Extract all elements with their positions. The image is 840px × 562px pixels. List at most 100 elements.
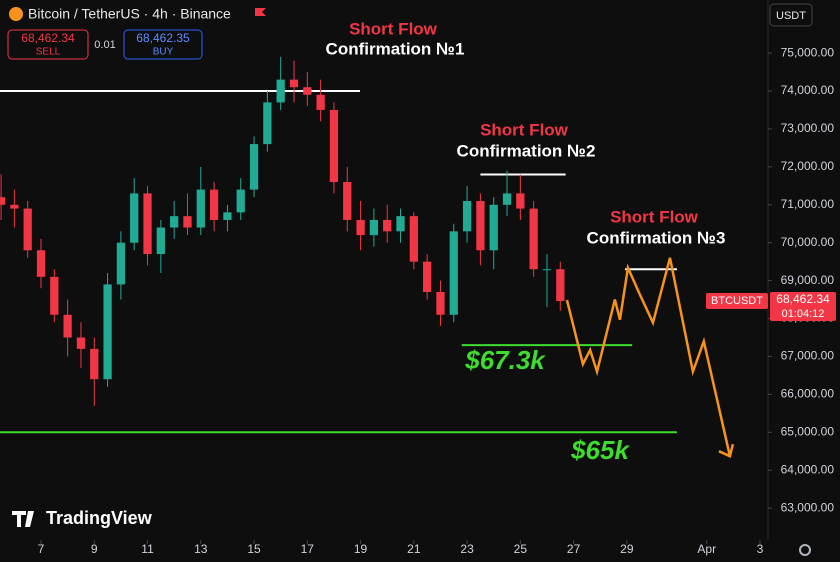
candle-body: [489, 204, 498, 251]
price-tag-symbol: BTCUSDT: [711, 295, 763, 307]
flag-icon[interactable]: [255, 8, 266, 16]
y-tick-label: 64,000.00: [781, 462, 835, 476]
candle-body: [303, 87, 312, 95]
sell-price: 68,462.34: [21, 31, 75, 45]
projection-line: [565, 257, 732, 457]
y-tick-label: 71,000.00: [781, 197, 835, 211]
candle-body: [356, 219, 365, 236]
candle-body: [50, 276, 59, 315]
candle-body: [529, 208, 538, 270]
candle-body: [116, 242, 126, 285]
y-tick-label: 67,000.00: [781, 349, 835, 363]
candle-body: [90, 348, 99, 380]
y-tick-label: 65,000.00: [781, 424, 835, 438]
y-tick-label: 66,000.00: [781, 387, 835, 401]
x-tick-label: 23: [460, 542, 474, 556]
y-tick-label: 70,000.00: [781, 235, 835, 249]
x-tick-label: 11: [141, 542, 154, 556]
y-tick-label: 72,000.00: [781, 159, 835, 173]
candle-body: [183, 216, 192, 228]
candle-body: [130, 193, 139, 243]
candle-body: [436, 291, 445, 315]
sell-button[interactable]: [7, 29, 89, 60]
candle-body: [383, 219, 392, 232]
x-tick-label: 3: [757, 542, 764, 556]
candle-body: [462, 200, 472, 232]
x-tick-label: 21: [407, 542, 421, 556]
candle-body: [223, 212, 232, 220]
y-tick-label: 75,000.00: [781, 45, 835, 59]
x-tick-label: 27: [567, 542, 581, 556]
coin-icon: [9, 7, 23, 21]
candle-body: [249, 144, 259, 190]
candle-body: [0, 197, 6, 205]
candle-body: [396, 216, 405, 232]
candle-body: [76, 337, 86, 349]
annotation: Short Flow: [610, 207, 699, 226]
x-tick-label: Apr: [697, 542, 716, 556]
annotation: Short Flow: [349, 19, 438, 38]
candle-body: [36, 250, 46, 277]
y-tick-label: 73,000.00: [781, 121, 835, 135]
candle-body: [289, 79, 299, 88]
buy-button[interactable]: [123, 29, 203, 60]
x-tick-label: 13: [194, 542, 208, 556]
brand-name: TradingView: [46, 508, 153, 528]
buy-price: 68,462.35: [136, 31, 190, 45]
candle-body: [63, 314, 72, 338]
brand-logo: [12, 511, 34, 527]
settings-icon[interactable]: [799, 544, 811, 556]
x-tick-label: 19: [354, 542, 368, 556]
x-tick-label: 25: [514, 542, 528, 556]
sell-label: SELL: [36, 47, 61, 58]
annotation: $65k: [570, 435, 630, 465]
candle-body: [170, 216, 179, 228]
candle-body: [449, 231, 458, 315]
price-tag-value: 68,462.34: [776, 292, 830, 306]
candle-body: [23, 208, 32, 251]
price-tag-symbol-box: [706, 293, 768, 310]
currency-button[interactable]: [769, 3, 813, 27]
candle-body: [236, 189, 245, 213]
currency: USDT: [776, 10, 806, 22]
y-tick-label: 74,000.00: [781, 83, 835, 97]
annotation: $67.3k: [464, 345, 546, 375]
candle-body: [329, 109, 339, 183]
candle-body: [476, 200, 485, 251]
price-tag-countdown: 01:04:12: [782, 308, 825, 320]
candle-body: [143, 193, 152, 255]
candle-body: [516, 193, 525, 209]
candle-body: [196, 189, 205, 228]
x-tick-label: 15: [247, 542, 261, 556]
annotation: Short Flow: [480, 120, 569, 139]
y-tick-label: 63,000.00: [781, 500, 835, 514]
candle-body: [10, 204, 19, 209]
price-tag: [770, 292, 836, 322]
candle-body: [276, 79, 285, 103]
x-tick-label: 17: [301, 542, 315, 556]
annotation: Confirmation №3: [587, 228, 726, 247]
candle-body: [409, 216, 418, 262]
brand: TradingView: [12, 508, 153, 528]
candle-body: [502, 193, 512, 205]
symbol[interactable]: Bitcoin / TetherUS · 4h · Binance: [28, 6, 231, 22]
candle-body: [542, 269, 552, 271]
header: Bitcoin / TetherUS · 4h · Binance 68,462…: [7, 3, 813, 60]
candle-body: [369, 219, 379, 236]
candle-body: [156, 227, 165, 255]
candle-body: [343, 182, 352, 220]
buy-label: BUY: [153, 47, 174, 58]
candle-body: [423, 261, 432, 292]
candle-body: [209, 189, 219, 220]
annotation: Confirmation №1: [326, 39, 465, 58]
x-tick-label: 7: [38, 542, 45, 556]
annotation: Confirmation №2: [457, 141, 596, 160]
candle-body: [556, 269, 565, 302]
candle-body: [316, 94, 325, 110]
candle-body: [263, 102, 272, 145]
projection-arrowhead: [718, 443, 735, 458]
y-tick-label: 69,000.00: [781, 273, 835, 287]
x-tick-label: 9: [91, 542, 98, 556]
